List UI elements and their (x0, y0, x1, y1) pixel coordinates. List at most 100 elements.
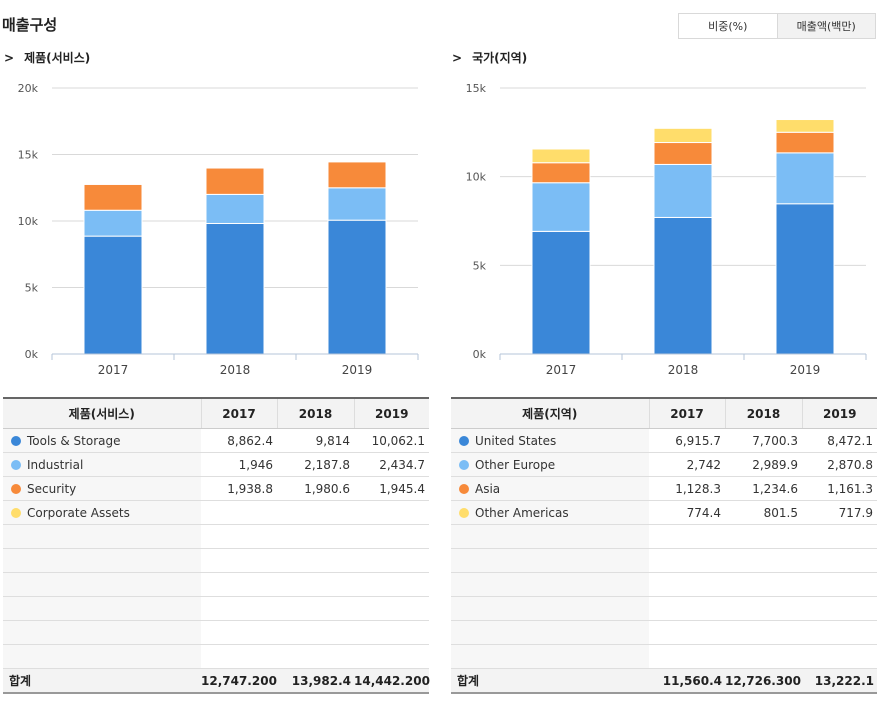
bar-segment (775, 152, 835, 205)
region-section-label: 국가(지역) (472, 51, 528, 65)
bar-segment (205, 167, 265, 195)
total-cell: 13,222.1 (802, 668, 877, 694)
row-label-text: Corporate Assets (27, 505, 130, 520)
bar-segment (653, 142, 713, 165)
row-label: Other Europe (451, 452, 649, 477)
total-cell: 13,982.4 (277, 668, 354, 694)
table-cell: 1,946 (201, 452, 277, 477)
y-tick-label: 15k (466, 82, 487, 95)
y-tick-label: 20k (18, 82, 39, 95)
empty-row (451, 524, 877, 549)
table-cell: 774.4 (649, 500, 725, 525)
bar-segment (531, 148, 591, 164)
row-label: Tools & Storage (3, 428, 201, 453)
legend-dot-icon (11, 483, 21, 494)
row-label-text: United States (475, 433, 557, 448)
empty-row (3, 620, 429, 645)
region-chart: 0k 5k 10k 15k 2017 2018 2019 (466, 82, 867, 377)
empty-row (3, 644, 429, 669)
bar-segment (531, 182, 591, 232)
table-row: Asia 1,128.3 1,234.6 1,161.3 (451, 476, 877, 501)
table-cell: 1,980.6 (277, 476, 354, 501)
row-label: Asia (451, 476, 649, 501)
legend-dot-icon (459, 435, 469, 446)
table-cell: 2,434.7 (354, 452, 429, 477)
bar-segment (205, 193, 265, 224)
amount-toggle-button[interactable]: 매출액(백만) (776, 14, 875, 38)
table-cell: 8,862.4 (201, 428, 277, 453)
row-label: Security (3, 476, 201, 501)
header-year: 2017 (200, 397, 277, 429)
table-cell: 1,161.3 (802, 476, 877, 501)
bar-segment (653, 216, 713, 355)
empty-row (451, 620, 877, 645)
table-cell: 2,870.8 (802, 452, 877, 477)
x-tick-label: 2018 (668, 363, 699, 377)
row-label-text: Security (27, 481, 77, 496)
legend-dot-icon (11, 435, 21, 446)
total-cell: 12,726.300 (725, 668, 802, 694)
header-year: 2019 (353, 397, 429, 429)
table-cell: 1,945.4 (354, 476, 429, 501)
table-cell (277, 500, 354, 525)
table-row: Corporate Assets (3, 500, 429, 525)
header-year: 2018 (276, 397, 354, 429)
legend-dot-icon (459, 507, 469, 518)
legend-dot-icon (11, 459, 21, 470)
table-cell: 2,742 (649, 452, 725, 477)
total-label: 합계 (451, 668, 649, 694)
header-label: 제품(지역) (451, 397, 649, 429)
product-section-title: > 제품(서비스) (4, 49, 90, 66)
row-label: United States (451, 428, 649, 453)
region-table: 제품(지역) 2017 2018 2019 United States 6,91… (451, 397, 877, 694)
empty-row (451, 644, 877, 669)
table-cell: 6,915.7 (649, 428, 725, 453)
legend-dot-icon (459, 483, 469, 494)
section-arrow-icon: > (452, 51, 463, 65)
table-row: United States 6,915.7 7,700.3 8,472.1 (451, 428, 877, 453)
y-tick-label: 10k (18, 215, 39, 228)
y-tick-label: 0k (473, 348, 487, 361)
table-cell (354, 500, 429, 525)
x-tick-label: 2019 (342, 363, 373, 377)
bar-segment (775, 131, 835, 154)
bar-segment (775, 203, 835, 355)
bar-segment (327, 161, 387, 189)
y-tick-label: 0k (25, 348, 39, 361)
total-cell: 14,442.200 (354, 668, 430, 694)
table-row: Other Europe 2,742 2,989.9 2,870.8 (451, 452, 877, 477)
bar-segment (531, 230, 591, 355)
table-row: Industrial 1,946 2,187.8 2,434.7 (3, 452, 429, 477)
row-label-text: Asia (475, 481, 501, 496)
ratio-toggle-button[interactable]: 비중(%) (708, 20, 748, 33)
empty-row (451, 596, 877, 621)
bar-segment (327, 219, 387, 355)
empty-row (451, 548, 877, 573)
table-row: Tools & Storage 8,862.4 9,814 10,062.1 (3, 428, 429, 453)
empty-row (3, 524, 429, 549)
section-arrow-icon: > (4, 51, 15, 65)
table-cell: 10,062.1 (354, 428, 429, 453)
table-header-row: 제품(지역) 2017 2018 2019 (451, 397, 877, 429)
bar-segment (83, 183, 143, 211)
y-tick-label: 5k (25, 282, 39, 295)
row-label-text: Other Europe (475, 457, 556, 472)
bar-segment (531, 162, 591, 184)
table-cell: 1,938.8 (201, 476, 277, 501)
table-cell: 801.5 (725, 500, 802, 525)
total-row: 합계 12,747.200 13,982.4 14,442.200 (3, 668, 430, 694)
empty-row (451, 572, 877, 597)
bar-segment (653, 163, 713, 218)
bar-segment (327, 187, 387, 221)
row-label: Corporate Assets (3, 500, 201, 525)
x-tick-label: 2017 (98, 363, 129, 377)
table-cell: 9,814 (277, 428, 354, 453)
y-tick-label: 15k (18, 149, 39, 162)
header-year: 2019 (801, 397, 877, 429)
total-label: 합계 (3, 668, 201, 694)
empty-row (3, 596, 429, 621)
page-title: 매출구성 (2, 16, 58, 34)
table-header-row: 제품(서비스) 2017 2018 2019 (3, 397, 429, 429)
table-cell: 2,989.9 (725, 452, 802, 477)
product-table: 제품(서비스) 2017 2018 2019 Tools & Storage 8… (3, 397, 430, 694)
